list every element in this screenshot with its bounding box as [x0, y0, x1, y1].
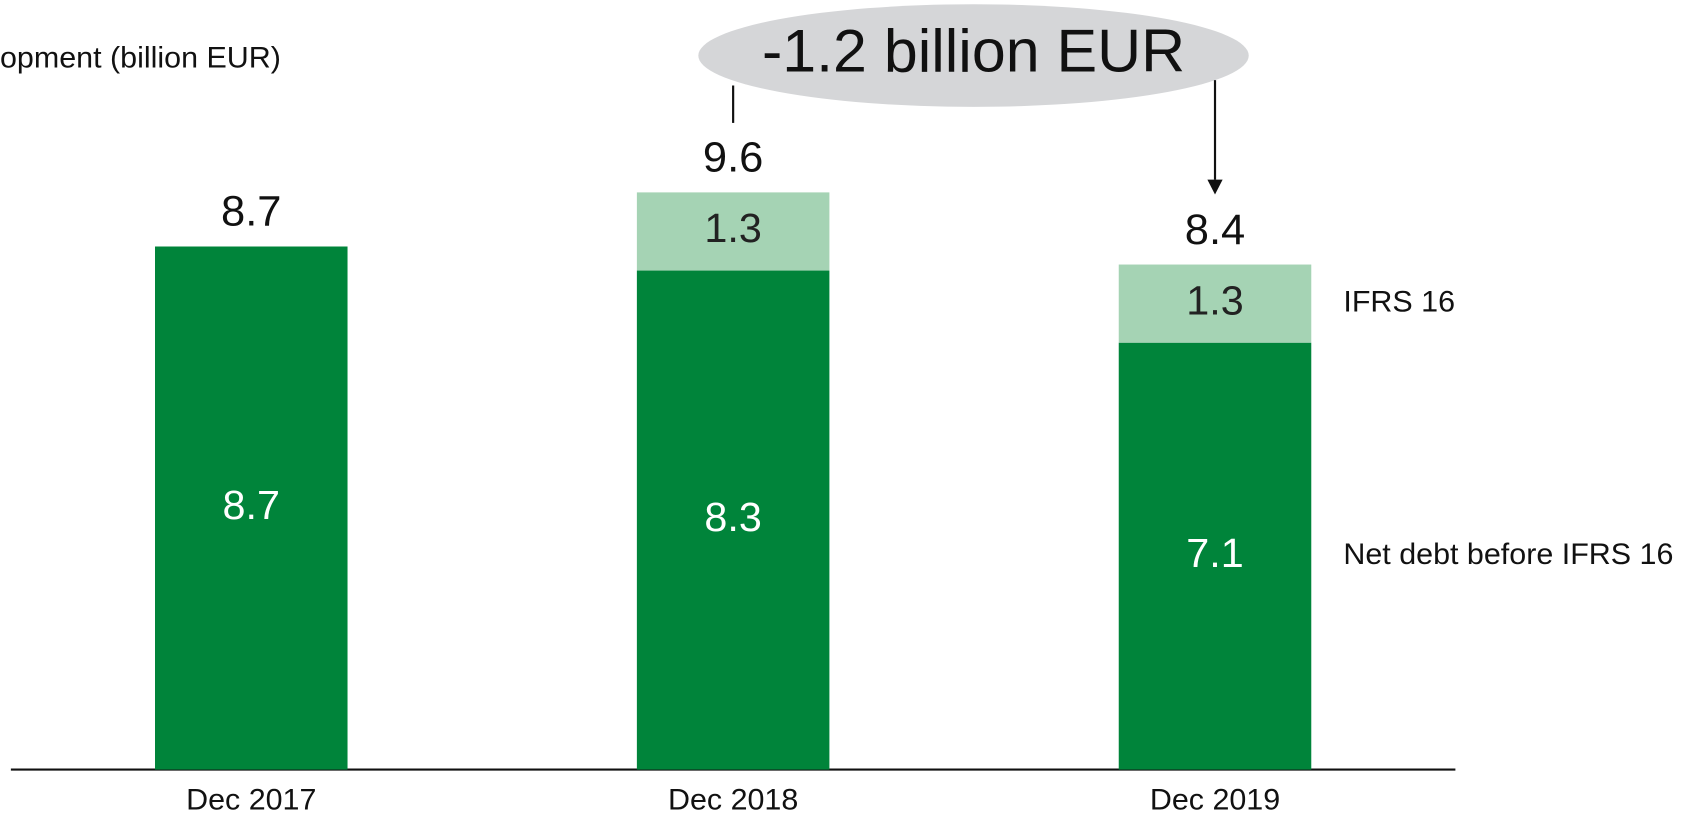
- bar-segment: [636, 192, 830, 271]
- x-tick-label: Dec 2019: [1150, 784, 1280, 817]
- bar-segment: [1118, 342, 1312, 770]
- segment-label: 1.3: [1186, 278, 1243, 324]
- arrow-head: [1207, 179, 1223, 195]
- x-tick-label: Dec 2017: [186, 784, 316, 817]
- x-tick-label: Dec 2018: [668, 784, 798, 817]
- segment-label: 8.3: [704, 494, 761, 540]
- chart-title: opment (billion EUR): [0, 42, 281, 75]
- total-label: 8.4: [1185, 206, 1245, 254]
- bar-segment: [636, 270, 830, 770]
- segment-label: 1.3: [704, 206, 761, 252]
- segment-label: 8.7: [223, 482, 280, 528]
- legend-label: Net debt before IFRS 16: [1343, 538, 1673, 571]
- bar-segment: [1118, 264, 1312, 343]
- bar-segment: [155, 246, 348, 770]
- total-label: 8.7: [221, 188, 281, 236]
- segment-label: 7.1: [1186, 530, 1243, 576]
- total-label: 9.6: [703, 134, 763, 182]
- legend-label: IFRS 16: [1343, 286, 1455, 319]
- annotation-bubble: [698, 4, 1249, 107]
- annotation: -1.2 billion EUR: [762, 17, 1185, 84]
